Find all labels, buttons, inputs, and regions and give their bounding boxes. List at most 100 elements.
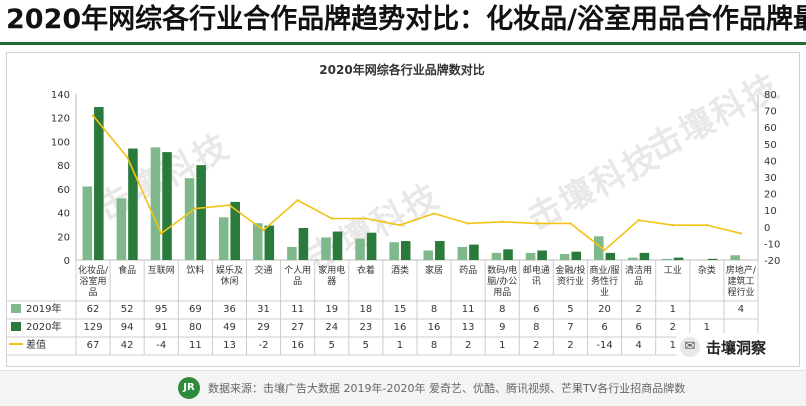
data-label: 91 <box>155 322 168 333</box>
bar-2020年 <box>571 251 581 260</box>
legend-label: 差值 <box>26 338 46 351</box>
line-point-差值 <box>466 222 470 225</box>
data-label: 11 <box>291 304 304 315</box>
bar-2019年 <box>116 198 127 260</box>
bar-2019年 <box>423 250 434 260</box>
bar-2020年 <box>298 227 309 260</box>
data-label: 2 <box>567 340 573 351</box>
x-tick-label: 酒类 <box>391 264 409 276</box>
line-point-差值 <box>671 223 674 227</box>
line-point-差值 <box>262 228 265 232</box>
bar-2020年 <box>230 201 240 260</box>
chart: 2020年网综各行业品牌数对比020406080100120140-20-100… <box>6 62 780 356</box>
bar-2019年 <box>457 246 468 260</box>
y-tick-label-left: 20 <box>57 232 70 243</box>
page-headline: 2020年网综各行业合作品牌趋势对比：化妆品/浴室用品合作品牌最多 <box>6 4 806 35</box>
source-logo: JR <box>178 377 200 399</box>
bar-2019年 <box>150 147 161 260</box>
line-point-差值 <box>228 204 231 207</box>
data-label: 18 <box>359 304 372 315</box>
y-tick-label-right: 0 <box>764 223 770 234</box>
data-label: 13 <box>223 340 236 351</box>
data-label: 95 <box>155 304 168 315</box>
bar-2019年 <box>253 223 263 260</box>
data-label: 5 <box>329 340 335 351</box>
bar-2019年 <box>628 257 638 260</box>
legend-swatch-2019年 <box>11 304 21 313</box>
x-tick-label: 交通 <box>255 264 273 276</box>
bar-2020年 <box>162 152 172 260</box>
x-tick-label: 商业/服 <box>590 264 620 276</box>
data-label: 27 <box>291 322 304 333</box>
line-point-差值 <box>364 217 368 220</box>
legend-label: 2020年 <box>26 320 61 333</box>
line-point-差值 <box>398 223 402 227</box>
bar-2019年 <box>730 255 740 260</box>
data-label: 129 <box>84 322 103 333</box>
bar-2019年 <box>389 242 399 260</box>
bar-2020年 <box>435 241 445 260</box>
data-label: 42 <box>121 340 134 351</box>
bar-2020年 <box>400 241 411 260</box>
data-label: 24 <box>325 322 338 333</box>
line-point-差值 <box>160 232 163 235</box>
y-tick-label-right: 80 <box>764 90 777 101</box>
bar-2019年 <box>82 186 93 260</box>
data-label: 16 <box>291 340 304 351</box>
x-tick-label: 业 <box>600 287 609 298</box>
x-tick-label: 房地产/ <box>726 264 757 276</box>
x-tick-label: 工业 <box>664 265 682 276</box>
x-tick-label: 药品 <box>459 265 477 276</box>
bar-2019年 <box>662 258 672 260</box>
bar-2019年 <box>594 236 604 260</box>
data-label: -4 <box>156 340 166 351</box>
data-label: 80 <box>189 322 202 333</box>
data-label: 11 <box>462 304 475 315</box>
data-label: -14 <box>596 340 612 351</box>
y-tick-label-left: 100 <box>51 137 70 148</box>
x-tick-label: 数码/电 <box>487 264 517 276</box>
x-tick-label: 务性行 <box>591 275 618 287</box>
bar-2020年 <box>707 258 718 260</box>
series-line-差值 <box>92 115 742 252</box>
line-point-差值 <box>569 222 572 225</box>
bar-2020年 <box>605 252 616 260</box>
x-tick-label: 讯 <box>532 276 541 287</box>
line-point-差值 <box>125 155 129 159</box>
x-tick-label: 杂类 <box>698 264 716 276</box>
x-tick-label: 互联网 <box>148 265 175 276</box>
x-tick-label: 浴室用 <box>80 275 107 287</box>
bar-2019年 <box>287 246 297 260</box>
x-tick-label: 食品 <box>118 264 136 276</box>
bar-2020年 <box>503 249 513 260</box>
x-tick-label: 化妆品/ <box>78 264 109 276</box>
data-label: 2 <box>635 304 641 315</box>
legend-label: 2019年 <box>26 302 61 315</box>
y-tick-label-right: -10 <box>764 239 780 250</box>
data-label: 9 <box>499 322 505 333</box>
x-tick-label: 脑/办公 <box>487 275 517 287</box>
bar-2020年 <box>264 225 275 260</box>
data-label: 8 <box>499 304 505 315</box>
source-text: 数据来源：击壤广告大数据 2019年-2020年 爱奇艺、优酷、腾讯视频、芒果T… <box>208 382 686 395</box>
x-tick-label: 休闲 <box>220 275 238 287</box>
data-label: 6 <box>533 304 539 315</box>
data-label: 13 <box>462 322 475 333</box>
bar-2020年 <box>639 252 650 260</box>
data-label: 7 <box>567 322 573 333</box>
y-tick-label-right: 40 <box>764 156 777 167</box>
data-label: 2 <box>533 340 539 351</box>
y-tick-label-left: 80 <box>57 161 70 172</box>
line-point-差值 <box>535 222 538 225</box>
x-tick-label: 衣着 <box>357 264 375 276</box>
data-label: 67 <box>87 340 100 351</box>
x-tick-label: 程行业 <box>727 286 754 298</box>
y-tick-label-left: 120 <box>51 114 70 125</box>
y-tick-label-right: 60 <box>764 123 777 134</box>
data-label: 49 <box>223 322 236 333</box>
data-label: 1 <box>704 322 710 333</box>
bar-2019年 <box>184 178 195 260</box>
data-label: -2 <box>259 340 269 351</box>
data-label: 11 <box>189 340 202 351</box>
y-tick-label-left: 40 <box>57 209 70 220</box>
